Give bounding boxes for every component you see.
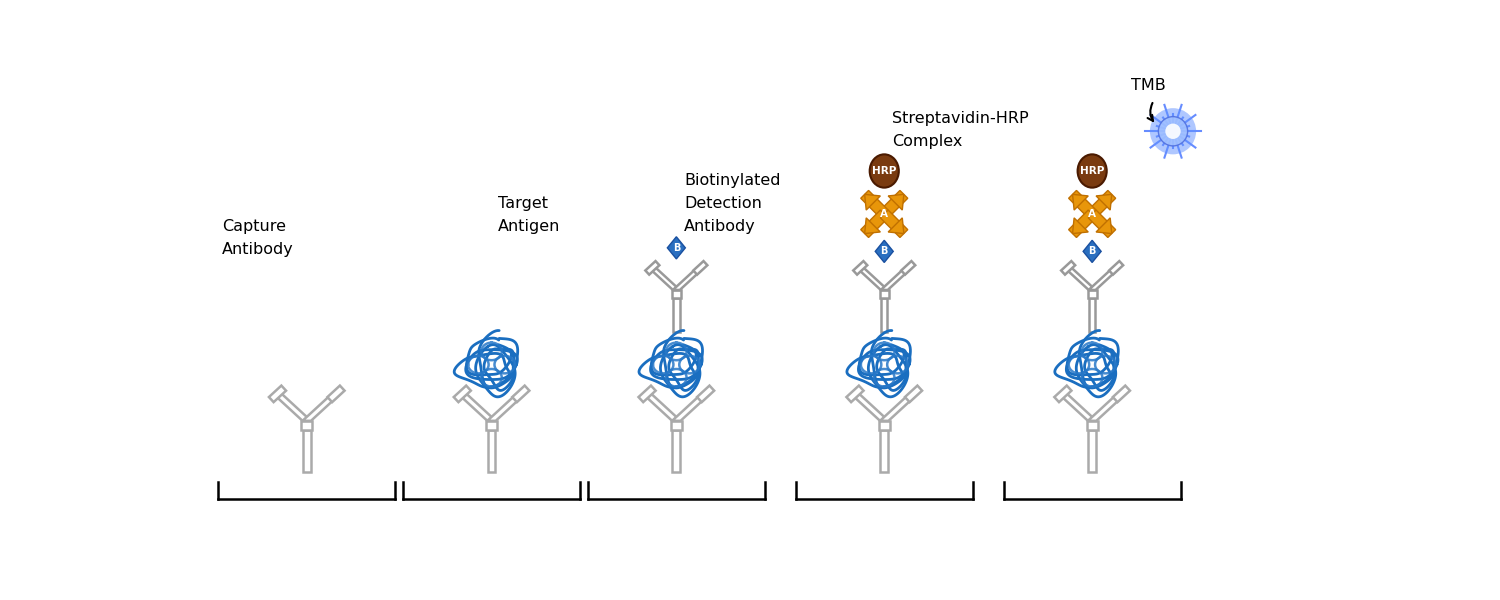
Polygon shape xyxy=(1072,194,1088,210)
Polygon shape xyxy=(1089,268,1119,290)
Polygon shape xyxy=(650,268,680,290)
Polygon shape xyxy=(861,190,888,218)
Text: Streptavidin-HRP: Streptavidin-HRP xyxy=(892,111,1029,126)
Polygon shape xyxy=(1088,394,1125,421)
Bar xyxy=(672,430,680,472)
Polygon shape xyxy=(1108,261,1124,275)
Polygon shape xyxy=(1096,218,1112,233)
Polygon shape xyxy=(1060,261,1076,275)
Bar xyxy=(302,421,312,430)
Polygon shape xyxy=(668,237,686,259)
Polygon shape xyxy=(1088,190,1116,218)
Ellipse shape xyxy=(870,154,898,188)
Text: Biotinylated: Biotinylated xyxy=(684,173,780,187)
Bar xyxy=(880,298,888,332)
Polygon shape xyxy=(880,268,912,290)
Polygon shape xyxy=(880,394,918,421)
Polygon shape xyxy=(1068,190,1096,218)
Polygon shape xyxy=(1113,386,1130,402)
Polygon shape xyxy=(1096,194,1112,210)
Polygon shape xyxy=(698,386,714,402)
Polygon shape xyxy=(458,394,497,421)
Text: Target: Target xyxy=(498,196,548,211)
Bar xyxy=(879,421,890,430)
Polygon shape xyxy=(1068,210,1096,238)
Polygon shape xyxy=(645,261,660,275)
Ellipse shape xyxy=(1166,124,1180,139)
Bar xyxy=(488,430,495,472)
Text: Detection: Detection xyxy=(684,196,762,211)
Text: HRP: HRP xyxy=(1080,166,1104,176)
Text: Antigen: Antigen xyxy=(498,218,560,233)
Bar xyxy=(670,421,681,430)
Polygon shape xyxy=(856,268,888,290)
Polygon shape xyxy=(853,261,867,275)
Polygon shape xyxy=(488,394,525,421)
Polygon shape xyxy=(880,190,908,218)
Polygon shape xyxy=(888,218,904,233)
Bar xyxy=(880,290,888,298)
Bar xyxy=(1088,421,1098,430)
Polygon shape xyxy=(864,194,880,210)
Text: B: B xyxy=(1089,247,1096,256)
Polygon shape xyxy=(1072,218,1088,233)
Polygon shape xyxy=(1054,386,1071,402)
Polygon shape xyxy=(693,261,708,275)
Text: Antibody: Antibody xyxy=(222,242,294,257)
Polygon shape xyxy=(902,261,915,275)
Bar xyxy=(1089,298,1095,332)
Polygon shape xyxy=(273,394,310,421)
Polygon shape xyxy=(268,386,286,402)
Polygon shape xyxy=(453,386,471,402)
Polygon shape xyxy=(864,218,880,233)
Polygon shape xyxy=(861,210,888,238)
Polygon shape xyxy=(874,240,894,262)
Polygon shape xyxy=(644,394,681,421)
Polygon shape xyxy=(672,394,710,421)
Bar xyxy=(486,421,496,430)
Polygon shape xyxy=(1083,240,1101,262)
Polygon shape xyxy=(846,386,864,402)
Polygon shape xyxy=(327,386,345,402)
Ellipse shape xyxy=(1150,108,1196,154)
Polygon shape xyxy=(888,194,904,210)
Bar xyxy=(880,430,888,472)
Polygon shape xyxy=(904,386,922,402)
Ellipse shape xyxy=(1158,116,1188,146)
Polygon shape xyxy=(303,394,340,421)
Text: B: B xyxy=(880,247,888,256)
Text: Antibody: Antibody xyxy=(684,218,756,233)
Text: A: A xyxy=(1088,209,1096,219)
Polygon shape xyxy=(1059,394,1096,421)
Text: HRP: HRP xyxy=(871,166,897,176)
Polygon shape xyxy=(674,268,704,290)
Text: A: A xyxy=(880,209,888,219)
Text: TMB: TMB xyxy=(1131,78,1166,93)
Polygon shape xyxy=(850,394,888,421)
Polygon shape xyxy=(880,210,908,238)
Text: Complex: Complex xyxy=(892,134,963,149)
Text: Capture: Capture xyxy=(222,218,286,233)
Bar xyxy=(1089,430,1096,472)
Bar xyxy=(303,430,310,472)
Ellipse shape xyxy=(1077,154,1107,188)
Bar xyxy=(672,290,681,298)
Polygon shape xyxy=(512,386,530,402)
Polygon shape xyxy=(1065,268,1095,290)
Text: B: B xyxy=(672,243,680,253)
Polygon shape xyxy=(639,386,656,402)
Bar xyxy=(674,298,680,332)
Polygon shape xyxy=(1088,210,1116,238)
Bar xyxy=(1088,290,1096,298)
